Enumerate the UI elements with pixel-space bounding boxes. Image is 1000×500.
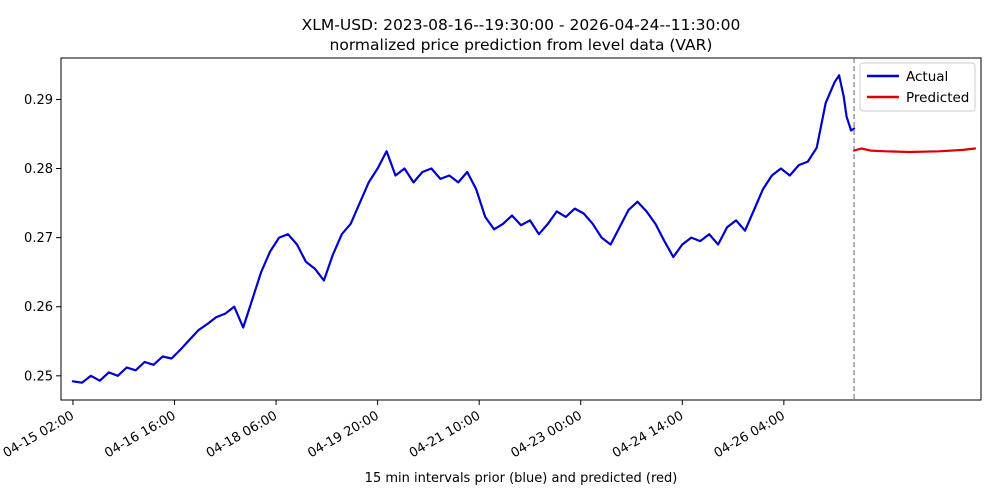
x-tick-label: 04-15 02:00: [1, 408, 77, 461]
x-tick-label: 04-19 20:00: [305, 408, 381, 461]
x-tick-label: 04-23 00:00: [508, 408, 584, 461]
y-axis: 0.25 0.26 0.27 0.28 0.29: [24, 93, 61, 384]
x-tick-label: 04-21 10:00: [407, 408, 483, 461]
legend-label-actual: Actual: [906, 69, 948, 85]
x-tick-label: 04-16 16:00: [102, 408, 178, 461]
series-lines: [71, 58, 977, 400]
y-tick-label: 0.26: [24, 300, 53, 315]
x-tick-label: 04-26 04:00: [712, 408, 788, 461]
chart-subtitle: normalized price prediction from level d…: [330, 36, 713, 54]
x-tick-label: 04-18 06:00: [204, 408, 280, 461]
series-line-actual: [71, 74, 856, 384]
y-tick-label: 0.25: [24, 369, 53, 384]
x-tick-label: 04-24 14:00: [610, 408, 686, 461]
x-axis: 04-15 02:00 04-16 16:00 04-18 06:00 04-19 2…: [1, 400, 788, 461]
legend: Actual Predicted: [859, 62, 976, 112]
legend-label-predicted: Predicted: [906, 90, 969, 106]
chart-title: XLM-USD: 2023-08-16--19:30:00 - 2026-04-…: [302, 16, 741, 34]
y-tick-label: 0.27: [24, 231, 53, 246]
y-tick-label: 0.29: [24, 93, 53, 108]
x-axis-label: 15 min intervals prior (blue) and predic…: [365, 471, 678, 486]
y-tick-label: 0.28: [24, 162, 53, 177]
series-line-predicted: [852, 147, 977, 154]
plot-area: [60, 57, 982, 401]
